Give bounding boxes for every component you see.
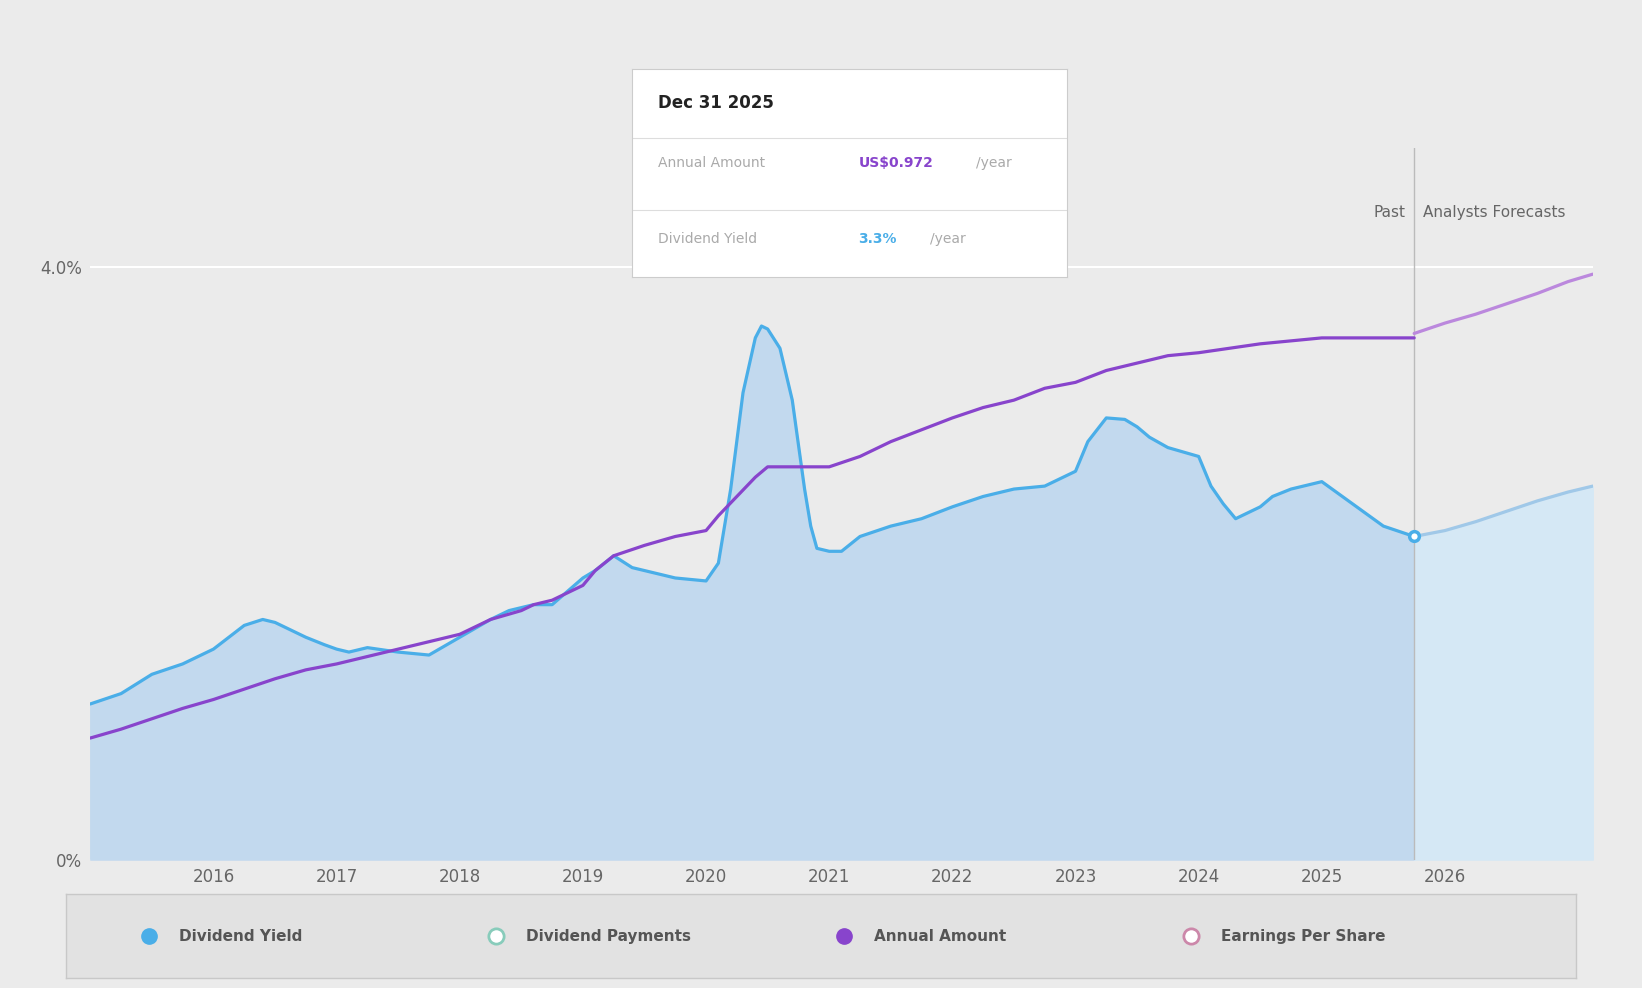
Text: Dec 31 2025: Dec 31 2025: [658, 94, 773, 112]
Text: Past: Past: [1374, 205, 1406, 219]
Text: /year: /year: [931, 232, 965, 246]
Text: Dividend Payments: Dividend Payments: [527, 929, 691, 944]
Text: Analysts Forecasts: Analysts Forecasts: [1424, 205, 1565, 219]
Text: US$0.972: US$0.972: [859, 155, 933, 170]
Text: Dividend Yield: Dividend Yield: [658, 232, 757, 246]
Text: 3.3%: 3.3%: [859, 232, 897, 246]
Text: Dividend Yield: Dividend Yield: [179, 929, 302, 944]
Text: Annual Amount: Annual Amount: [658, 155, 765, 170]
Text: /year: /year: [975, 155, 1011, 170]
Text: Earnings Per Share: Earnings Per Share: [1222, 929, 1386, 944]
Text: Annual Amount: Annual Amount: [874, 929, 1007, 944]
